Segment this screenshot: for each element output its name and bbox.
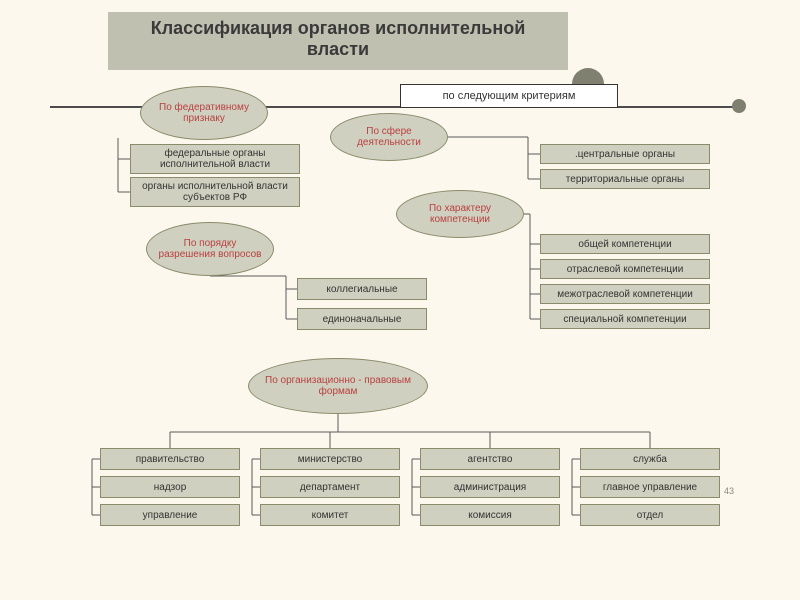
box-org-1-2: комитет [260,504,400,526]
decor-disc-small [732,99,746,113]
box-org-2-0: агентство [420,448,560,470]
ellipse-sphere: По сфере деятельности [330,113,448,161]
box-federal-1: органы исполнительной власти субъектов Р… [130,177,300,207]
box-org-3-1: главное управление [580,476,720,498]
box-comp-1: отраслевой компетенции [540,259,710,279]
box-org-2-2: комиссия [420,504,560,526]
box-comp-0: общей компетенции [540,234,710,254]
ellipse-procedure: По порядку разрешения вопросов [146,222,274,276]
box-org-3-2: отдел [580,504,720,526]
box-sphere-1: территориальные органы [540,169,710,189]
box-federal-0: федеральные органы исполнительной власти [130,144,300,174]
ellipse-competence: По характеру компетенции [396,190,524,238]
page-title: Классификация органов исполнительной вла… [120,18,556,60]
box-org-2-1: администрация [420,476,560,498]
box-proc-0: коллегиальные [297,278,427,300]
box-org-1-0: министерство [260,448,400,470]
ellipse-orgform: По организационно - правовым формам [248,358,428,414]
box-org-0-1: надзор [100,476,240,498]
box-org-3-0: служба [580,448,720,470]
box-sphere-0: .центральные органы [540,144,710,164]
box-comp-3: специальной компетенции [540,309,710,329]
box-org-1-1: департамент [260,476,400,498]
box-proc-1: единоначальные [297,308,427,330]
box-org-0-0: правительство [100,448,240,470]
page-number: 43 [724,486,734,496]
box-org-0-2: управление [100,504,240,526]
criteria-box: по следующим критериям [400,84,618,108]
ellipse-federal: По федеративному признаку [140,86,268,140]
box-comp-2: межотраслевой компетенции [540,284,710,304]
